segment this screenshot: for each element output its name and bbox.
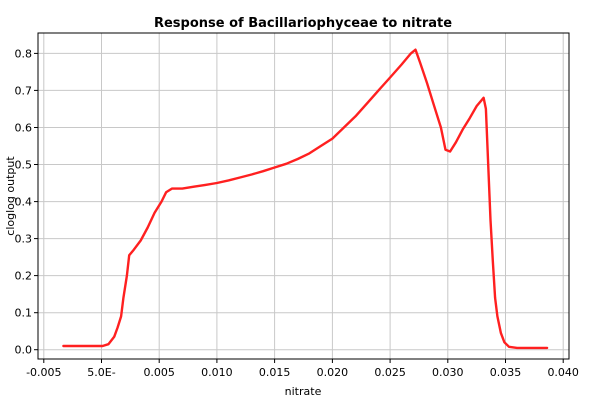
tick-layer: -0.005 5.0E- 0.005 0.010 0.015 0.020 0.025 0.03… bbox=[15, 47, 579, 379]
y-tick-label: 0.7 bbox=[15, 84, 33, 97]
x-tick-label: 5.0E- bbox=[87, 366, 115, 379]
y-tick-label: 0.6 bbox=[15, 122, 33, 135]
plot-frame bbox=[37, 32, 570, 360]
y-tick-label: 0.0 bbox=[15, 344, 33, 357]
y-tick-label: 0.8 bbox=[15, 47, 33, 60]
x-tick-label: 0.015 bbox=[259, 366, 291, 379]
x-tick-label: 0.035 bbox=[490, 366, 522, 379]
y-tick-label: 0.3 bbox=[15, 233, 33, 246]
chart-title: Response of Bacillariophyceae to nitrate bbox=[154, 16, 452, 31]
x-tick-label: 0.010 bbox=[201, 366, 233, 379]
y-axis-label: cloglog output bbox=[4, 156, 17, 236]
x-axis-label: nitrate bbox=[285, 385, 322, 398]
y-tick-label: 0.1 bbox=[15, 307, 33, 320]
y-tick-label: 0.5 bbox=[15, 159, 33, 172]
x-tick-label: 0.025 bbox=[374, 366, 406, 379]
y-tick-label: 0.4 bbox=[15, 196, 33, 209]
y-tick-label: 0.2 bbox=[15, 270, 33, 283]
series-line bbox=[62, 48, 549, 350]
x-tick-label: 0.020 bbox=[317, 366, 349, 379]
grid-layer bbox=[38, 33, 569, 359]
x-tick-label: -0.005 bbox=[26, 366, 61, 379]
x-tick-label: 0.030 bbox=[432, 366, 464, 379]
x-tick-label: 0.005 bbox=[143, 366, 175, 379]
x-tick-label: 0.040 bbox=[547, 366, 579, 379]
